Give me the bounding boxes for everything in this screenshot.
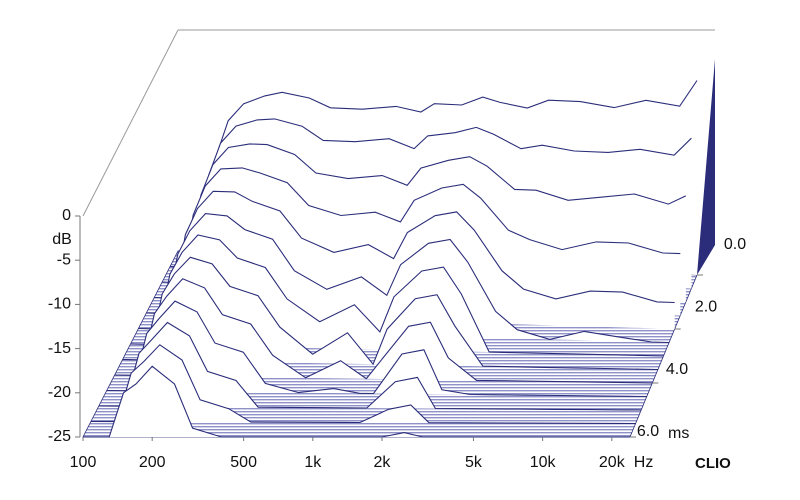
slice-fill (114, 278, 653, 383)
x-tick-label: 500 (230, 454, 257, 471)
y-tick-label: -25 (48, 428, 71, 445)
slice-line (98, 321, 642, 411)
slice-line (122, 256, 658, 371)
side-wall (697, 59, 715, 275)
x-tick-label: 20k (599, 454, 626, 471)
slice-fill (98, 322, 642, 410)
x-tick-label: 2k (374, 454, 392, 471)
slice-line (177, 80, 698, 253)
y-tick-label: -20 (48, 384, 71, 401)
slice-fill (106, 301, 647, 397)
z-tick-label: 2.0 (695, 299, 717, 316)
y-tick-label: -15 (48, 340, 71, 357)
slice-line (154, 167, 681, 299)
z-axis-label: ms (668, 425, 689, 442)
z-tick-label: 6.0 (637, 423, 659, 440)
x-tick-label: 1k (304, 454, 322, 471)
box-edge (82, 29, 179, 217)
watermark: CLIO (695, 455, 731, 472)
x-axis-label: Hz (634, 454, 654, 471)
x-tick-label: 5k (465, 454, 483, 471)
y-tick-label: -10 (48, 296, 71, 313)
slice-fill (83, 366, 630, 437)
slice-line (170, 118, 692, 269)
y-axis-label: dB (52, 231, 72, 248)
slice-line (114, 278, 653, 384)
slice-line (138, 213, 670, 344)
z-tick-label: 4.0 (666, 361, 688, 378)
y-tick-label: -5 (57, 251, 71, 268)
x-tick-label: 200 (139, 454, 166, 471)
y-tick-label: 0 (62, 207, 71, 224)
slice-line (83, 365, 630, 438)
x-tick-label: 100 (70, 454, 97, 471)
z-tick-label: 0.0 (724, 236, 746, 253)
slice-line (130, 234, 664, 357)
slice-line (146, 190, 675, 315)
x-tick-label: 10k (530, 454, 557, 471)
slice-line (90, 344, 636, 425)
slice-line (162, 143, 687, 284)
slice-line (106, 300, 647, 398)
